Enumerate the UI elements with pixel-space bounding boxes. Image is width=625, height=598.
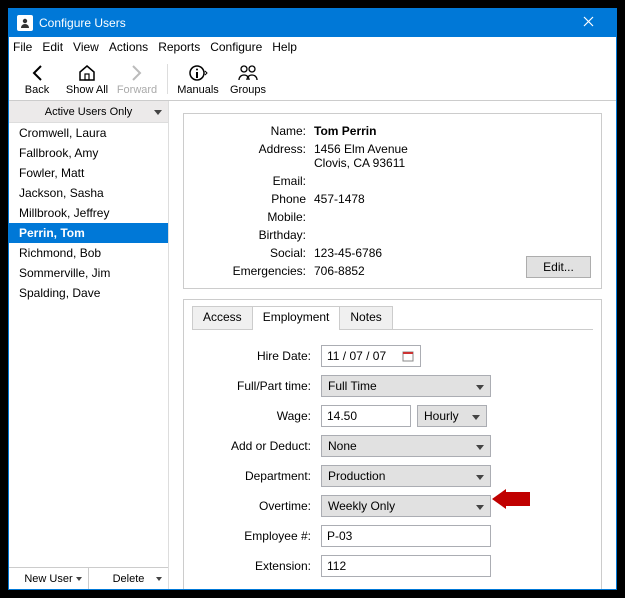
- overtime-dropdown[interactable]: Weekly Only: [321, 495, 491, 517]
- user-list-item[interactable]: Jackson, Sasha: [9, 183, 168, 203]
- manuals-button[interactable]: Manuals: [176, 62, 220, 96]
- label-emergencies: Emergencies:: [184, 264, 314, 278]
- forward-button: Forward: [115, 62, 159, 96]
- groups-button[interactable]: Groups: [226, 62, 270, 96]
- label-empno: Employee #:: [201, 529, 321, 543]
- label-adddeduct: Add or Deduct:: [201, 439, 321, 453]
- user-list-item[interactable]: Fowler, Matt: [9, 163, 168, 183]
- titlebar: Configure Users: [9, 9, 616, 37]
- back-icon: [30, 62, 44, 84]
- user-list-item[interactable]: Spalding, Dave: [9, 283, 168, 303]
- menu-reports[interactable]: Reports: [158, 40, 200, 54]
- wage-input[interactable]: 14.50: [321, 405, 411, 427]
- menu-edit[interactable]: Edit: [42, 40, 63, 54]
- new-user-button[interactable]: New User: [9, 568, 89, 589]
- toolbar: Back Show All Forward Manuals Groups: [9, 57, 616, 101]
- label-department: Department:: [201, 469, 321, 483]
- label-fullpart: Full/Part time:: [201, 379, 321, 393]
- label-mobile: Mobile:: [184, 210, 314, 224]
- app-window: Configure Users File Edit View Actions R…: [8, 8, 617, 590]
- toolbar-separator: [167, 64, 168, 94]
- tab-row: Access Employment Notes: [192, 306, 593, 330]
- label-birthday: Birthday:: [184, 228, 314, 242]
- value-name: Tom Perrin: [314, 124, 589, 138]
- details-panel: Access Employment Notes Hire Date: 11 / …: [183, 299, 602, 589]
- user-list-item[interactable]: Sommerville, Jim: [9, 263, 168, 283]
- user-list-item[interactable]: Perrin, Tom: [9, 223, 168, 243]
- menu-view[interactable]: View: [73, 40, 99, 54]
- tab-body-employment: Hire Date: 11 / 07 / 07 Full/Part time: …: [192, 330, 593, 589]
- department-dropdown[interactable]: Production: [321, 465, 491, 487]
- close-icon[interactable]: [568, 16, 608, 30]
- info-icon: [188, 62, 208, 84]
- menu-file[interactable]: File: [13, 40, 32, 54]
- label-hire-date: Hire Date:: [201, 349, 321, 363]
- tab-access[interactable]: Access: [192, 306, 253, 330]
- empno-input[interactable]: P-03: [321, 525, 491, 547]
- user-list-item[interactable]: Millbrook, Jeffrey: [9, 203, 168, 223]
- menu-configure[interactable]: Configure: [210, 40, 262, 54]
- edit-button[interactable]: Edit...: [526, 256, 591, 278]
- user-info-panel: Name: Tom Perrin Address: 1456 Elm Avenu…: [183, 113, 602, 289]
- menu-help[interactable]: Help: [272, 40, 297, 54]
- value-address: 1456 Elm Avenue Clovis, CA 93611: [314, 142, 589, 170]
- menu-actions[interactable]: Actions: [109, 40, 148, 54]
- user-list: Cromwell, LauraFallbrook, AmyFowler, Mat…: [9, 123, 168, 567]
- label-overtime: Overtime:: [201, 499, 321, 513]
- label-extension: Extension:: [201, 559, 321, 573]
- label-address: Address:: [184, 142, 314, 156]
- label-phone: Phone: [184, 192, 314, 206]
- back-button[interactable]: Back: [15, 62, 59, 96]
- label-email: Email:: [184, 174, 314, 188]
- user-list-item[interactable]: Cromwell, Laura: [9, 123, 168, 143]
- adddeduct-dropdown[interactable]: None: [321, 435, 491, 457]
- menubar: File Edit View Actions Reports Configure…: [9, 37, 616, 57]
- extension-input[interactable]: 112: [321, 555, 491, 577]
- calendar-icon[interactable]: [399, 345, 417, 367]
- main-content: Name: Tom Perrin Address: 1456 Elm Avenu…: [169, 101, 616, 589]
- user-list-item[interactable]: Richmond, Bob: [9, 243, 168, 263]
- forward-icon: [130, 62, 144, 84]
- tab-notes[interactable]: Notes: [339, 306, 392, 330]
- app-icon: [17, 15, 33, 31]
- sidebar: Active Users Only Cromwell, LauraFallbro…: [9, 101, 169, 589]
- showall-button[interactable]: Show All: [65, 62, 109, 96]
- label-social: Social:: [184, 246, 314, 260]
- label-name: Name:: [184, 124, 314, 138]
- user-filter-dropdown[interactable]: Active Users Only: [9, 101, 168, 123]
- label-wage: Wage:: [201, 409, 321, 423]
- wage-type-dropdown[interactable]: Hourly: [417, 405, 487, 427]
- tab-employment[interactable]: Employment: [252, 306, 341, 330]
- value-phone: 457-1478: [314, 192, 589, 206]
- groups-icon: [237, 62, 259, 84]
- delete-user-button[interactable]: Delete: [89, 568, 168, 589]
- fullpart-dropdown[interactable]: Full Time: [321, 375, 491, 397]
- user-list-item[interactable]: Fallbrook, Amy: [9, 143, 168, 163]
- window-title: Configure Users: [39, 16, 568, 30]
- home-icon: [77, 62, 97, 84]
